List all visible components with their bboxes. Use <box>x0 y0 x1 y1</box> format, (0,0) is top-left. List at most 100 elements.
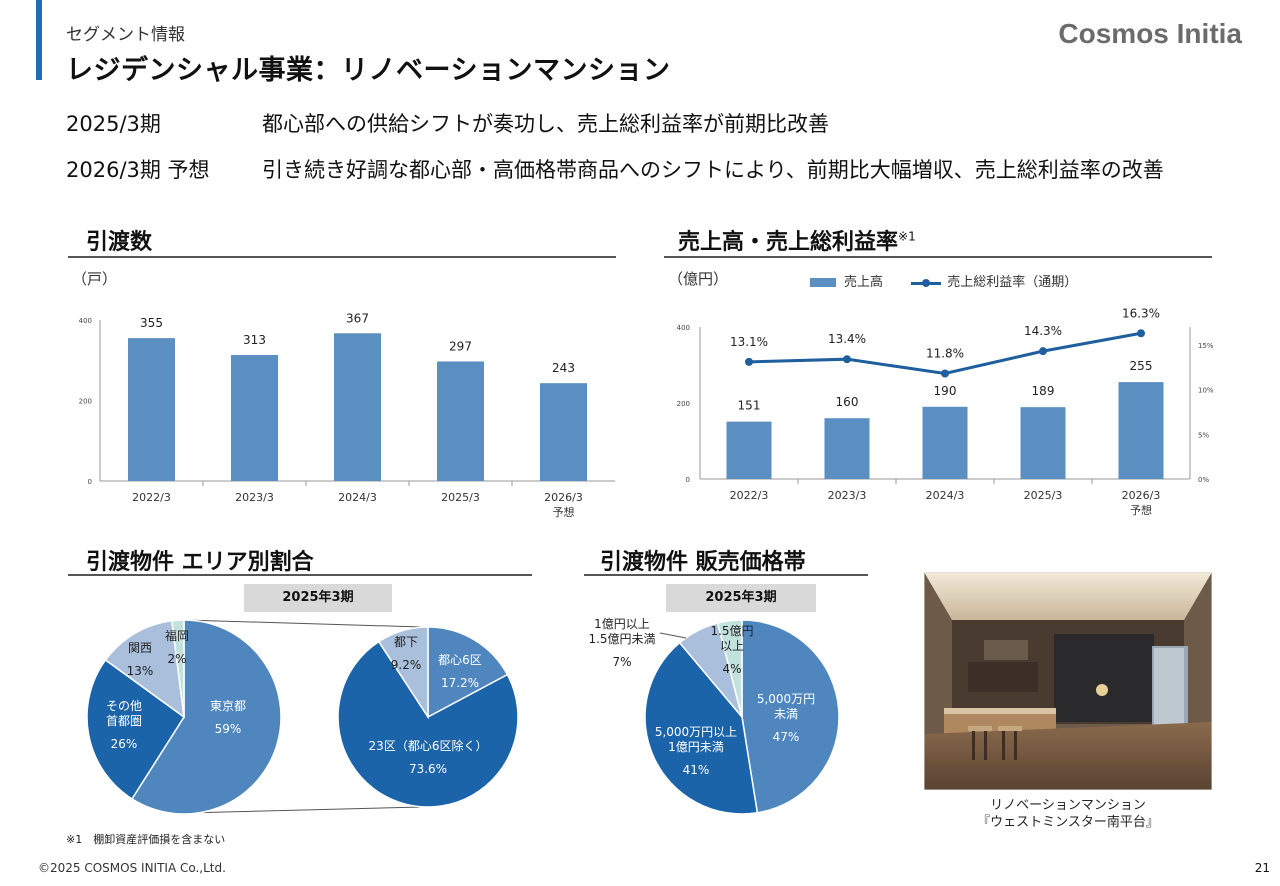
pie-value-label: 73.6% <box>409 762 447 776</box>
data-label: 367 <box>346 311 369 325</box>
area-divider <box>68 574 532 576</box>
price-divider <box>584 574 868 576</box>
legend-bar-swatch <box>810 278 836 287</box>
segment-label: セグメント情報 <box>66 25 185 45</box>
data-label: 355 <box>140 316 163 330</box>
deliveries-title: 引渡数 <box>86 230 153 255</box>
page-number: 21 <box>1254 861 1270 875</box>
sales-data-label: 189 <box>1032 384 1055 398</box>
price-period-badge: 2025年3期 <box>666 584 816 612</box>
photo-caption-line1: リノベーションマンション <box>990 798 1146 813</box>
pie-label: 福岡 <box>165 628 189 643</box>
pie-label: 未満 <box>774 707 798 721</box>
pie-label: 首都圏 <box>106 714 142 728</box>
margin-point <box>1039 347 1047 356</box>
x-tick-label: 2023/3 <box>235 491 274 504</box>
data-label: 313 <box>243 333 266 347</box>
sales-title-text: 売上高・売上総利益率 <box>678 230 899 255</box>
photo-caption: リノベーションマンション 『ウェストミンスター南平台』 <box>924 797 1212 831</box>
sales-combo-chart: 0 200 400 0% 5% 10% 15% 151 2022/3 160 2023/3 190 20… <box>677 306 1214 517</box>
area-title: 引渡物件 エリア別割合 <box>86 550 314 575</box>
pie-slice <box>86 658 186 800</box>
bar <box>334 333 381 481</box>
pie-label: 都心6区 <box>438 653 482 667</box>
bar <box>231 355 278 481</box>
pie-value-label: 13% <box>127 664 154 678</box>
legend-bar-label: 売上高 <box>844 275 884 290</box>
margin-data-label: 14.3% <box>1024 324 1062 338</box>
y-tick-label: 200 <box>79 398 92 406</box>
pie-slice <box>337 640 519 808</box>
pie-value-label: 47% <box>773 730 800 744</box>
x-tick-label: 2023/3 <box>828 489 867 502</box>
x-tick-label: 2022/3 <box>730 489 769 502</box>
page-title: レジデンシャル事業：リノベーションマンション <box>66 55 671 86</box>
area-period-badge: 2025年3期 <box>244 584 392 612</box>
data-label: 297 <box>449 339 472 353</box>
renovation-apartment-photo <box>924 572 1212 790</box>
y2-tick-label: 10% <box>1198 387 1214 395</box>
connector-line <box>183 806 423 814</box>
x-tick-sublabel: 予想 <box>1130 503 1152 517</box>
margin-data-label: 13.1% <box>730 335 768 349</box>
sales-data-label: 160 <box>836 395 859 409</box>
deliveries-divider <box>68 256 616 258</box>
margin-data-label: 11.8% <box>926 346 964 360</box>
pie-slice <box>171 619 185 718</box>
photo-caption-line2: 『ウェストミンスター南平台』 <box>977 815 1159 830</box>
pie-value-label: 2% <box>167 652 186 666</box>
pie-value-label: 26% <box>111 737 138 751</box>
x-tick-label: 2025/3 <box>1024 489 1063 502</box>
pie-slice <box>644 641 759 815</box>
pie-label: 1.5億円 <box>710 624 753 638</box>
company-logo: Cosmos Initia <box>1058 18 1242 49</box>
margin-data-label: 13.4% <box>828 332 866 346</box>
pie-value-label: 9.2% <box>391 658 422 672</box>
x-tick-label: 2025/3 <box>441 491 480 504</box>
bar <box>437 361 484 481</box>
pie-label: 1億円以上 <box>594 617 650 631</box>
pie-label: 23区（都心6区除く） <box>369 738 488 753</box>
pie-slice <box>716 619 743 718</box>
margin-data-label: 16.3% <box>1122 306 1160 320</box>
sales-unit: （億円） <box>668 270 729 288</box>
sales-title: 売上高・売上総利益率※1 <box>678 224 916 256</box>
pie-label: 1.5億円未満 <box>588 632 655 646</box>
summary-period-1: 2025/3期 <box>66 112 161 136</box>
summary-text-1: 都心部への供給シフトが奏功し、売上総利益率が前期比改善 <box>262 112 829 136</box>
y-tick-label: 200 <box>677 400 690 408</box>
margin-point <box>941 369 949 378</box>
sales-bar <box>824 418 870 479</box>
price-title: 引渡物件 販売価格帯 <box>600 550 806 575</box>
sales-bar <box>1118 382 1164 479</box>
summary-text-2: 引き続き好調な都心部・高価格帯商品へのシフトにより、前期比大幅増収、売上総利益率… <box>262 158 1164 182</box>
data-label: 243 <box>552 361 575 375</box>
deliveries-unit: （戸） <box>72 270 118 288</box>
footnote: ※1 棚卸資産評価損を含まない <box>66 833 226 846</box>
copyright: ©2025 COSMOS INITIA Co.,Ltd. <box>38 861 226 875</box>
pie-label: 東京都 <box>210 699 246 713</box>
deliveries-bar-chart: 0 200 400 355 2022/3 313 2023/3 367 2024/3 297 202… <box>79 311 615 519</box>
sales-data-label: 190 <box>934 384 957 398</box>
pie-label: 5,000万円以上 <box>655 725 737 739</box>
pie-label: 5,000万円 <box>757 692 815 706</box>
y-tick-label: 0 <box>88 478 92 486</box>
x-tick-label: 2022/3 <box>132 491 171 504</box>
x-tick-sublabel: 予想 <box>553 505 575 519</box>
x-tick-label: 2024/3 <box>926 489 965 502</box>
pie-value-label: 59% <box>215 722 242 736</box>
pie-label: 以上 <box>720 639 744 653</box>
y-tick-label: 0 <box>686 476 690 484</box>
margin-point <box>843 355 851 364</box>
bar <box>128 338 175 481</box>
pie-label: 1億円未満 <box>668 740 724 754</box>
pie-value-label: 17.2% <box>441 676 479 690</box>
x-tick-label: 2024/3 <box>338 491 377 504</box>
legend-line-label: 売上総利益率（通期） <box>947 275 1078 290</box>
sales-legend: 売上高 売上総利益率（通期） <box>810 271 1077 290</box>
connector-line <box>183 619 423 628</box>
y2-tick-label: 5% <box>1198 431 1209 439</box>
sales-data-label: 255 <box>1130 359 1153 373</box>
y2-tick-label: 15% <box>1198 342 1214 350</box>
